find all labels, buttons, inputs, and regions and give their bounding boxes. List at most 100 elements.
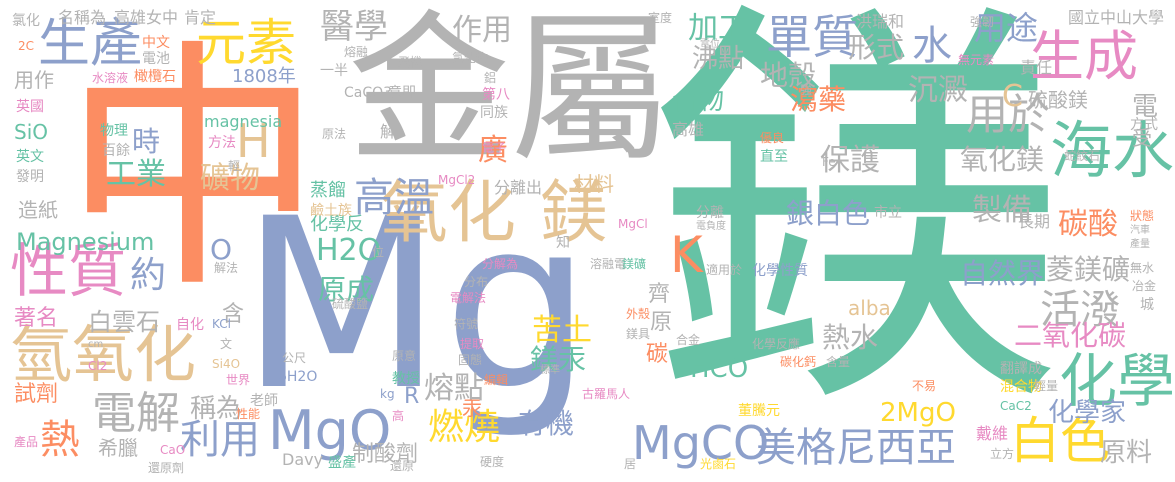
word: 試劑 bbox=[14, 382, 59, 407]
word: 鹼土族 bbox=[310, 203, 352, 219]
word: 礦物 bbox=[200, 161, 260, 196]
word: 原意 bbox=[392, 349, 417, 363]
word: 化學家 bbox=[1048, 398, 1127, 428]
word: 室度 bbox=[648, 11, 673, 25]
word: 編輯 bbox=[484, 373, 509, 387]
word: kg bbox=[380, 387, 395, 401]
word: 苦土 bbox=[532, 313, 592, 348]
word: 6H2O bbox=[278, 369, 318, 385]
word: 原法 bbox=[322, 127, 347, 141]
word: 鋁 bbox=[484, 71, 497, 85]
word: 氫氧化 bbox=[10, 318, 197, 391]
word: 老師 bbox=[250, 393, 278, 409]
word: 提取 bbox=[460, 337, 485, 351]
word: Magnesium bbox=[16, 228, 155, 256]
word: 翻譯成 bbox=[1000, 361, 1042, 377]
word: 電位 bbox=[700, 39, 720, 50]
word: 白雲石 bbox=[88, 308, 160, 336]
word: MgCO bbox=[632, 416, 770, 470]
word: R bbox=[404, 384, 420, 409]
word: 碳化鈣 bbox=[780, 355, 817, 369]
word: 分解為 bbox=[482, 257, 519, 271]
word: 溶融電 bbox=[590, 257, 627, 271]
word: C bbox=[1002, 79, 1023, 114]
word: HCO bbox=[690, 354, 749, 384]
word: 強韌 bbox=[970, 15, 995, 29]
word: 化學性質 bbox=[752, 263, 808, 279]
word: O bbox=[210, 233, 233, 266]
word: 冶金 bbox=[1132, 279, 1157, 293]
word: 加工 bbox=[688, 11, 748, 46]
word: 知 bbox=[556, 235, 570, 251]
word: Si4O bbox=[212, 357, 241, 371]
word: 瀉藥 bbox=[790, 83, 847, 116]
word: 用作 bbox=[14, 68, 54, 92]
word: 利用 bbox=[180, 417, 260, 463]
word: 沉澱 bbox=[908, 73, 968, 108]
word: KCl bbox=[212, 317, 231, 331]
word: 化學反 bbox=[310, 214, 364, 235]
word: 金屬 bbox=[348, 0, 672, 185]
word: 鎂礦 bbox=[622, 257, 647, 271]
word: 國立中山大學 bbox=[1068, 8, 1165, 27]
word: 位 bbox=[372, 245, 385, 259]
word: 橄欖石 bbox=[134, 69, 176, 85]
word: 城 bbox=[1140, 297, 1154, 313]
word: 元素 bbox=[196, 14, 296, 72]
word: 廣 bbox=[478, 133, 508, 168]
word: 熔融 bbox=[344, 45, 369, 59]
word: 燃燒 bbox=[428, 407, 501, 448]
word: 不易 bbox=[912, 379, 937, 393]
word: 世界 bbox=[226, 373, 251, 387]
word: 工業 bbox=[106, 157, 166, 192]
word: 自化 bbox=[176, 317, 204, 333]
word: 銀白色 bbox=[786, 197, 871, 230]
word: 固態 bbox=[458, 353, 483, 367]
word: 約 bbox=[130, 255, 167, 296]
word: 制酸劑 bbox=[352, 442, 419, 467]
word: CaCO3 bbox=[344, 85, 393, 101]
word: 自然界 bbox=[960, 257, 1045, 290]
word: 氯化物 bbox=[452, 51, 489, 65]
word: 高 bbox=[392, 409, 405, 423]
word: 時 bbox=[132, 125, 161, 158]
word: 熔點 bbox=[424, 371, 484, 406]
word: 齊 bbox=[648, 282, 671, 307]
word: 熱 bbox=[40, 417, 80, 463]
word: 碳 bbox=[646, 342, 669, 367]
word: MgCl2 bbox=[438, 173, 476, 187]
word: 性能 bbox=[236, 407, 261, 421]
word: 地殼 bbox=[760, 59, 817, 92]
word: CaC2 bbox=[1000, 399, 1032, 413]
word: 解法 bbox=[214, 261, 239, 275]
word: 沸點 bbox=[692, 44, 745, 74]
word: Cl2 bbox=[88, 359, 108, 373]
word: 電負度 bbox=[696, 221, 726, 232]
word: 優良 bbox=[760, 131, 785, 145]
word: 直至 bbox=[760, 149, 788, 165]
word: Davy bbox=[282, 450, 324, 469]
word: 水 bbox=[912, 23, 952, 69]
word: 符號 bbox=[454, 317, 479, 331]
word: 無元素 bbox=[958, 53, 995, 67]
word: 汽車 bbox=[1130, 225, 1150, 236]
word: 稱為 bbox=[190, 394, 243, 424]
word: 飛機 bbox=[398, 55, 423, 69]
word: 原料 bbox=[1100, 438, 1153, 468]
word: 分離 bbox=[696, 205, 724, 221]
word: 水溶液 bbox=[92, 71, 129, 85]
word: 合金 bbox=[676, 333, 701, 347]
word: 化學 bbox=[1059, 347, 1175, 415]
word: 董騰元 bbox=[738, 403, 780, 419]
word: 作用 bbox=[452, 13, 512, 48]
word: 1808年 bbox=[232, 66, 296, 87]
word: 著名 bbox=[14, 306, 59, 331]
word: 英文 bbox=[16, 149, 44, 165]
word: 熱水 bbox=[822, 321, 879, 354]
word: 含 bbox=[222, 302, 245, 327]
word: 硫酸鹽 bbox=[332, 297, 369, 311]
word: Mg bbox=[240, 169, 592, 442]
word: 電子 bbox=[482, 141, 507, 155]
word: 高雄女中 bbox=[114, 8, 179, 27]
word: 鎂 bbox=[648, 0, 1068, 460]
